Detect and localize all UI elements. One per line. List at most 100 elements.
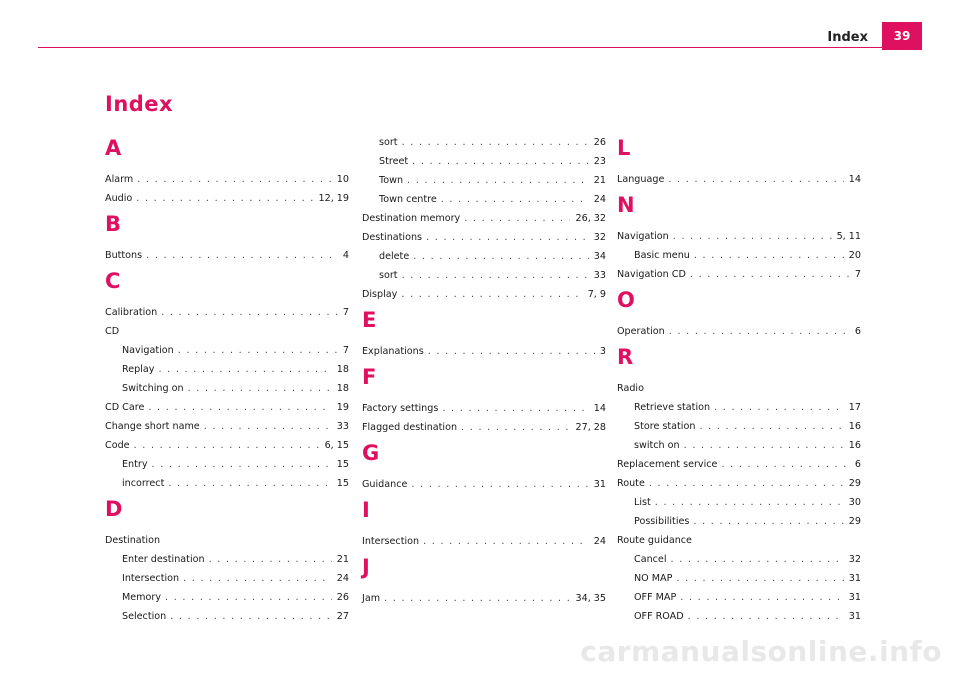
index-column-1: A Alarm 10 Audio 12, 19 B Buttons 4 C Calibration… [105, 135, 349, 626]
dot-leader [694, 246, 844, 265]
index-subentry: sort 26 [362, 133, 606, 152]
index-term: OFF MAP [634, 592, 677, 603]
dot-leader [170, 607, 332, 626]
index-page-ref: 31 [848, 592, 861, 603]
index-subentry: Store station 16 [617, 417, 861, 436]
index-page-ref: 26 [336, 592, 349, 603]
index-term: Guidance [362, 479, 408, 490]
index-entry: Jam 34, 35 [362, 589, 606, 608]
index-term: Audio [105, 193, 133, 204]
index-page-ref: 32 [593, 232, 606, 243]
index-subentry: Cancel 32 [617, 550, 861, 569]
index-term: Navigation CD [617, 269, 686, 280]
dot-leader [699, 417, 843, 436]
index-page-ref: 6, 15 [324, 440, 349, 451]
index-page-ref: 10 [336, 174, 349, 185]
index-subentry: Replay 18 [105, 360, 349, 379]
index-column-3: L Language 14 N Navigation 5, 11 Basic menu 20 N… [617, 135, 861, 626]
page-title: Index [105, 92, 174, 116]
index-letter-f: F [362, 365, 377, 389]
dot-leader [412, 152, 589, 171]
dot-leader [676, 569, 843, 588]
index-entry: Navigation CD 7 [617, 265, 861, 284]
dot-leader [134, 436, 320, 455]
index-letter-g: G [362, 441, 380, 465]
index-term: Destinations [362, 232, 423, 243]
index-term: CD Care [105, 402, 145, 413]
dot-leader [441, 190, 589, 209]
dot-leader [423, 532, 589, 551]
dot-leader [209, 550, 332, 569]
index-heading: Route guidance [617, 531, 861, 550]
index-page-ref: 14 [848, 174, 861, 185]
index-term: sort [379, 270, 398, 281]
index-entry: Audio 12, 19 [105, 189, 349, 208]
dot-leader [669, 322, 850, 341]
index-page-ref: 33 [336, 421, 349, 432]
index-page-ref: 20 [848, 250, 861, 261]
index-term: Replacement service [617, 459, 718, 470]
index-page-ref: 6 [854, 326, 861, 337]
index-subentry: OFF ROAD 31 [617, 607, 861, 626]
index-subentry: Navigation 7 [105, 341, 349, 360]
dot-leader [684, 436, 844, 455]
dot-leader [136, 189, 313, 208]
index-term: NO MAP [634, 573, 673, 584]
index-page-ref: 16 [848, 421, 861, 432]
index-entry: Guidance 31 [362, 475, 606, 494]
dot-leader [168, 474, 331, 493]
index-subentry: Street 23 [362, 152, 606, 171]
page-number-badge: 39 [882, 22, 922, 50]
index-page-ref: 19 [336, 402, 349, 413]
index-term: Replay [122, 364, 155, 375]
index-page-ref: 21 [593, 175, 606, 186]
index-page-ref: 34, 35 [575, 593, 606, 604]
index-letter-e: E [362, 308, 377, 332]
index-subentry: Switching on 18 [105, 379, 349, 398]
dot-leader [178, 341, 338, 360]
index-page-ref: 29 [848, 478, 861, 489]
index-entry: Explanations 3 [362, 342, 606, 361]
dot-leader [204, 417, 332, 436]
index-entry: CD Care 19 [105, 398, 349, 417]
index-page-ref: 18 [336, 383, 349, 394]
index-page-ref: 34 [593, 251, 606, 262]
index-term: Buttons [105, 250, 143, 261]
index-term: Jam [362, 593, 381, 604]
index-term: sort [379, 137, 398, 148]
index-subentry: Memory 26 [105, 588, 349, 607]
index-term: Flagged destination [362, 422, 458, 433]
dot-leader [461, 418, 570, 437]
index-subentry: Town 21 [362, 171, 606, 190]
index-term: Operation [617, 326, 665, 337]
dot-leader [411, 475, 588, 494]
index-entry: Language 14 [617, 170, 861, 189]
index-page-ref: 7, 9 [587, 289, 606, 300]
index-page-ref: 31 [848, 611, 861, 622]
index-letter-a: A [105, 136, 122, 160]
index-term: Navigation [617, 231, 669, 242]
index-letter-o: O [617, 288, 635, 312]
dot-leader [693, 512, 843, 531]
dot-leader [413, 247, 589, 266]
index-page-ref: 31 [593, 479, 606, 490]
index-term: Route guidance [617, 535, 692, 546]
dot-leader [148, 398, 331, 417]
dot-leader [680, 588, 844, 607]
index-page-ref: 3 [599, 346, 606, 357]
index-page-ref: 31 [848, 573, 861, 584]
index-letter-b: B [105, 212, 122, 236]
index-term: OFF ROAD [634, 611, 684, 622]
dot-leader [668, 170, 843, 189]
index-term: Language [617, 174, 665, 185]
index-term: Explanations [362, 346, 424, 357]
index-subentry: Enter destination 21 [105, 550, 349, 569]
index-subentry: List 30 [617, 493, 861, 512]
index-entry: Destinations 32 [362, 228, 606, 247]
index-term: Town [379, 175, 404, 186]
index-subentry: OFF MAP 31 [617, 588, 861, 607]
dot-leader [464, 209, 570, 228]
index-page-ref: 27 [336, 611, 349, 622]
dot-leader [188, 379, 332, 398]
index-term: Alarm [105, 174, 134, 185]
